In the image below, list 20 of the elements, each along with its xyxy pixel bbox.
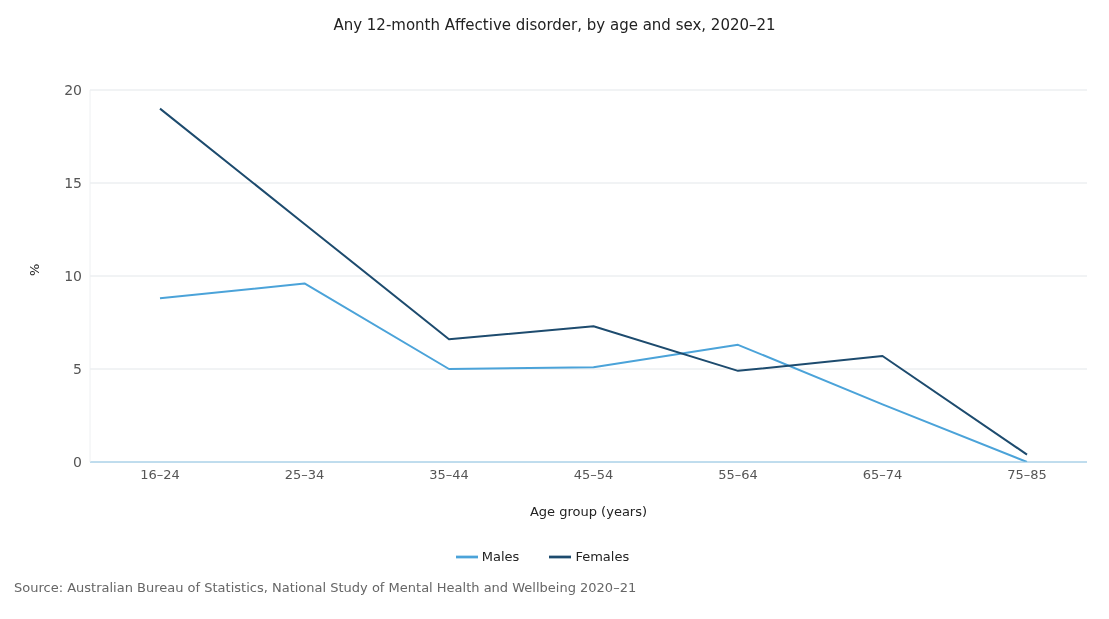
source-note: Source: Australian Bureau of Statistics, National Study of Mental Health and Wellbeing 2020–21 (14, 580, 637, 595)
x-tick-label: 16–24 (140, 467, 180, 483)
legend-label: Males (481, 548, 520, 564)
y-tick-label: 10 (64, 267, 82, 284)
y-tick-label: 5 (73, 360, 82, 377)
legend-label: Females (575, 548, 630, 564)
chart-title: Any 12-month Affective disorder, by age and sex, 2020–21 (332, 16, 777, 34)
x-tick-label: 65–74 (862, 467, 903, 483)
y-tick-label: 0 (73, 453, 82, 470)
line-series (159, 107, 1028, 456)
x-tick-label: 75–85 (1007, 467, 1047, 483)
line-series (159, 282, 1028, 462)
y-tick-label: 20 (64, 81, 82, 98)
y-axis-title: % (26, 263, 42, 276)
x-tick-label: 35–44 (429, 467, 469, 483)
x-tick-label: 25–34 (284, 467, 325, 483)
x-tick-label: 45–54 (573, 467, 614, 483)
x-tick-label: 55–64 (718, 467, 758, 483)
x-axis-title: Age group (years) (529, 504, 648, 519)
y-tick-label: 15 (64, 174, 82, 191)
